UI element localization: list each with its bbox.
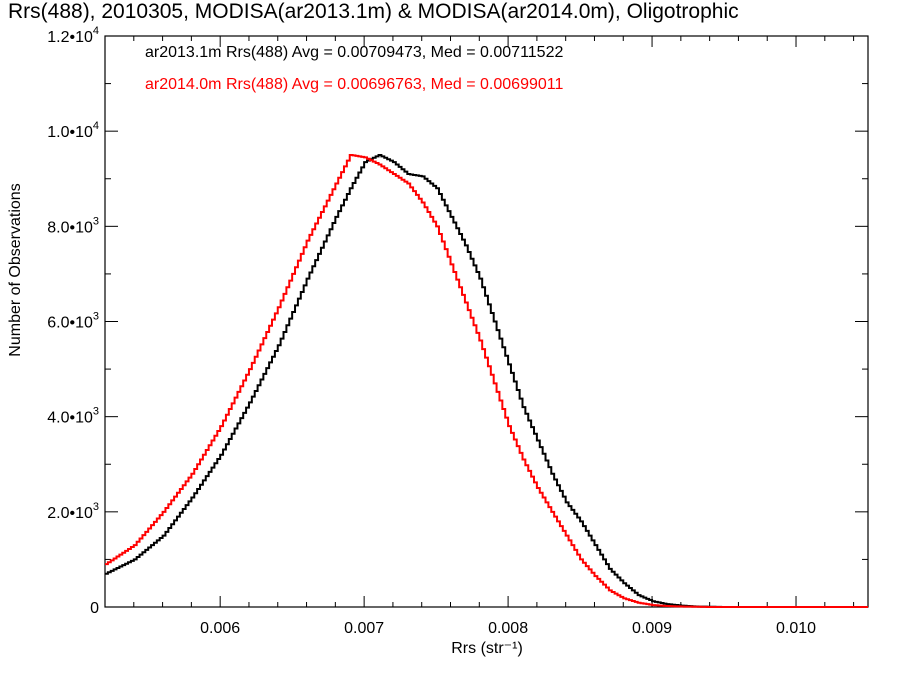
x-tick-label: 0.007 (344, 620, 384, 637)
y-tick-label-base: 6.0•10 (47, 315, 93, 332)
y-tick-label-base: 0 (90, 600, 99, 617)
y-tick-label-exponent: 3 (93, 215, 99, 227)
y-tick-label: 6.0•103 (47, 311, 99, 332)
y-tick-label-exponent: 4 (93, 25, 99, 37)
y-tick-label-exponent: 4 (93, 120, 99, 132)
y-tick-label-exponent: 3 (93, 406, 99, 418)
y-tick-label-base: 8.0•10 (47, 219, 93, 236)
legend-entry-ar2013: ar2013.1m Rrs(488) Avg = 0.00709473, Med… (145, 44, 563, 62)
legend-label-ar2014: ar2014.0m Rrs(488) Avg = 0.00696763, Med… (145, 76, 564, 93)
chart-title: Rrs(488), 2010305, MODISA(ar2013.1m) & M… (8, 0, 739, 23)
y-tick-label-base: 4.0•10 (47, 410, 93, 427)
y-tick-label-base: 1.2•10 (47, 29, 93, 46)
x-tick-label: 0.009 (632, 620, 672, 637)
series-line-ar2013 (105, 153, 868, 608)
y-tick-label: 2.0•103 (47, 501, 99, 522)
y-tick-label: 1.2•104 (47, 25, 99, 46)
legend-label-ar2013: ar2013.1m Rrs(488) Avg = 0.00709473, Med… (145, 44, 564, 61)
legend-entry-ar2014: ar2014.0m Rrs(488) Avg = 0.00696763, Med… (145, 76, 563, 94)
y-tick-label-base: 1.0•10 (47, 124, 93, 141)
y-tick-label: 8.0•103 (47, 215, 99, 236)
plot-frame (104, 35, 869, 608)
series-line-ar2014 (105, 153, 868, 608)
x-axis-label: Rrs (str⁻¹) (451, 640, 523, 657)
y-tick-label-exponent: 3 (93, 501, 99, 513)
y-tick-label: 4.0•103 (47, 406, 99, 427)
y-tick-label: 0 (90, 600, 99, 617)
y-tick-label-base: 2.0•10 (47, 505, 93, 522)
y-tick-label: 1.0•104 (47, 120, 99, 141)
y-tick-label-exponent: 3 (93, 311, 99, 323)
x-tick-label: 0.006 (200, 620, 240, 637)
x-tick-label: 0.008 (488, 620, 528, 637)
x-tick-label: 0.010 (776, 620, 816, 637)
